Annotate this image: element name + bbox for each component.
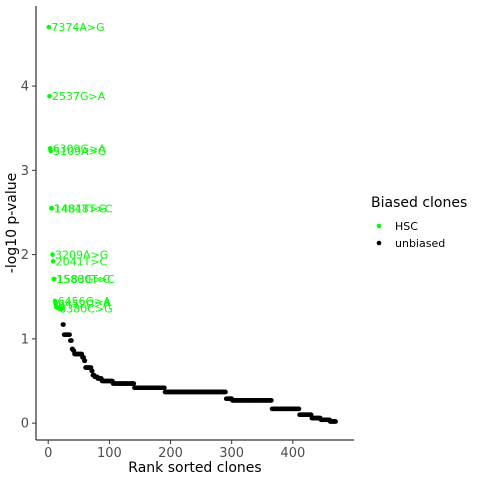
unbiased-point bbox=[223, 389, 228, 395]
x-tick-label: 400 bbox=[280, 446, 305, 461]
point-annotation: 5109A>G bbox=[53, 145, 106, 158]
point-annotation: 15800T>C bbox=[56, 273, 115, 286]
point-annotation: 6309G>A bbox=[53, 142, 107, 155]
y-tick-label: 3 bbox=[21, 164, 29, 179]
x-tick-label: 100 bbox=[97, 446, 122, 461]
unbiased-point bbox=[131, 381, 137, 386]
hsc-point bbox=[59, 306, 65, 311]
legend: Biased clones HSC unbiased bbox=[371, 195, 467, 250]
legend-key bbox=[376, 240, 382, 246]
unbiased-point bbox=[333, 419, 338, 424]
legend-key bbox=[376, 223, 382, 229]
x-axis-title: Rank sorted clones bbox=[128, 460, 261, 476]
x-tick-label: 200 bbox=[158, 446, 183, 461]
unbiased-point bbox=[269, 398, 274, 403]
point-annotation: 14848T>C bbox=[54, 202, 113, 215]
y-tick-label: 0 bbox=[21, 417, 29, 432]
x-axis-ticks: 0 100 200 300 400 bbox=[44, 440, 305, 461]
x-tick-label: 300 bbox=[219, 446, 244, 461]
hsc-point bbox=[50, 252, 55, 257]
unbiased-point bbox=[89, 368, 95, 374]
point-annotation: 3209A>G bbox=[55, 249, 108, 262]
point-annotation: 7374A>G bbox=[51, 21, 104, 34]
point-annotation: 6456G>A bbox=[57, 295, 111, 308]
point-annotation: 1481T>G bbox=[54, 202, 106, 215]
point-annotation: 2041T>C bbox=[56, 255, 108, 268]
unbiased-point bbox=[61, 322, 66, 327]
unbiased-point bbox=[162, 385, 167, 391]
unbiased-point bbox=[82, 358, 88, 364]
unbiased-point bbox=[69, 338, 74, 343]
x-tick-label: 0 bbox=[44, 446, 52, 461]
hsc-point bbox=[49, 205, 55, 211]
point-annotation: 1583G>C bbox=[57, 273, 111, 286]
point-annotation: 2537G>A bbox=[52, 90, 106, 103]
hsc-point bbox=[48, 148, 53, 154]
hsc-point bbox=[47, 93, 52, 99]
y-tick-label: 2 bbox=[21, 248, 29, 263]
hsc-point bbox=[52, 276, 57, 282]
legend-label: unbiased bbox=[395, 237, 445, 250]
hsc-point bbox=[46, 24, 52, 30]
y-tick-label: 4 bbox=[21, 80, 29, 95]
legend-title: Biased clones bbox=[371, 195, 467, 211]
unbiased-point bbox=[67, 332, 72, 337]
hsc-point bbox=[50, 259, 56, 264]
unbiased-point bbox=[296, 406, 302, 412]
point-annotation: 8380C>G bbox=[59, 303, 112, 316]
legend-label: HSC bbox=[395, 220, 418, 233]
y-axis-title: -log10 p-value bbox=[4, 173, 20, 273]
y-axis-ticks: 0 1 2 3 4 bbox=[21, 80, 36, 432]
y-tick-label: 1 bbox=[21, 332, 29, 347]
point-annotation: 6452C>A bbox=[58, 297, 111, 310]
